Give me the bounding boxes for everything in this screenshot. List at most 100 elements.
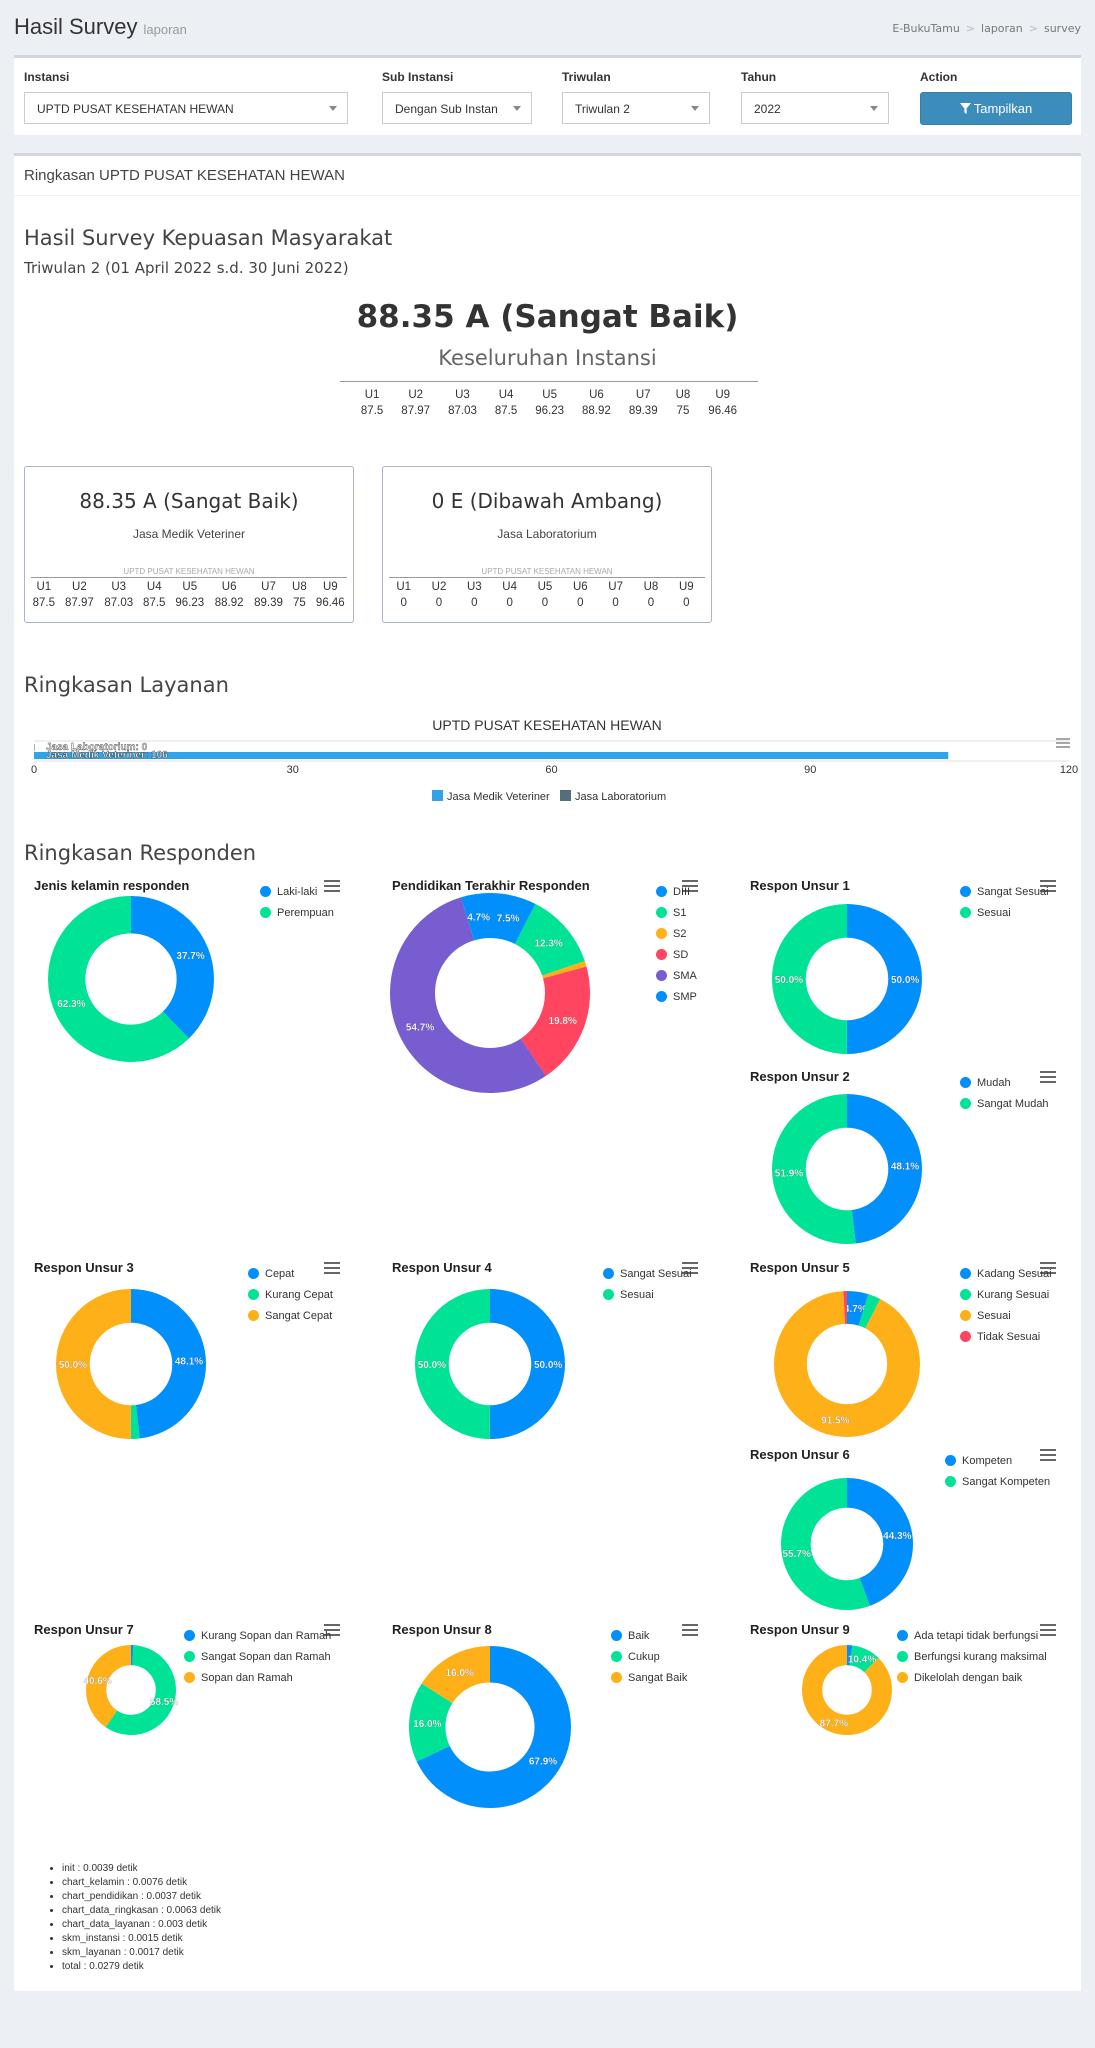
triwulan-select[interactable]: Triwulan 2: [562, 92, 710, 124]
triwulan-value: Triwulan 2: [575, 102, 630, 116]
donut-slice: [772, 1094, 922, 1244]
timing-item: chart_data_layanan : 0.003 detik: [62, 1919, 221, 1930]
layanan-bar-label: Jasa Medik Veteriner: 106: [46, 750, 168, 761]
unsur-value: 0: [400, 597, 407, 609]
unsur-header: U8: [643, 581, 659, 593]
legend-label: Kurang Sopan dan Ramah: [201, 1629, 332, 1642]
unsur-value: 87.5: [494, 405, 518, 417]
x-tick-label: 60: [545, 764, 557, 776]
donut-slice: [774, 1291, 921, 1438]
chart-menu-icon[interactable]: [682, 880, 698, 892]
slice-label: 67.9%: [529, 1757, 557, 1768]
unsur-header: U8: [675, 389, 691, 401]
timing-item: chart_data_ringkasan : 0.0063 detik: [62, 1905, 221, 1916]
donut-slice: [86, 1645, 176, 1735]
legend-item[interactable]: Mudah: [960, 1072, 1049, 1093]
chart-menu-icon[interactable]: [682, 1624, 698, 1636]
legend-item[interactable]: Ada tetapi tidak berfungsi: [897, 1625, 1047, 1646]
legend-item[interactable]: SD: [656, 944, 697, 965]
chart-title: Respon Unsur 9: [750, 1622, 850, 1637]
legend-marker: [656, 970, 667, 981]
tahun-select[interactable]: 2022: [741, 92, 889, 124]
legend-item[interactable]: Kurang Cepat: [248, 1284, 333, 1305]
unsur-header: U4: [498, 389, 514, 401]
chart-menu-icon[interactable]: [1040, 1262, 1056, 1274]
action-label: Action: [920, 70, 958, 84]
legend-item[interactable]: Sesuai: [960, 1305, 1052, 1326]
legend-item[interactable]: Tidak Sesuai: [960, 1326, 1052, 1347]
sub-instansi-select[interactable]: Dengan Sub Instan: [382, 92, 532, 124]
chart-menu-icon[interactable]: [324, 1624, 340, 1636]
chart-menu-icon[interactable]: [1040, 1071, 1056, 1083]
unsur-value: 87.5: [143, 597, 166, 609]
legend-item[interactable]: Sangat Sesuai: [960, 881, 1049, 902]
unsur-value: 88.92: [214, 597, 244, 609]
service-card-medik: 88.35 A (Sangat Baik) Jasa Medik Veterin…: [24, 466, 354, 623]
legend-label: S2: [673, 927, 687, 940]
legend-item[interactable]: Sangat Baik: [611, 1667, 687, 1688]
unsur-header: U1: [364, 389, 380, 401]
legend-item[interactable]: Berfungsi kurang maksimal: [897, 1646, 1047, 1667]
sub-instansi-value: Dengan Sub Instan: [395, 102, 498, 116]
legend-item[interactable]: Perempuan: [260, 902, 334, 923]
legend-item[interactable]: SMA: [656, 965, 697, 986]
slice-label: 40.6%: [83, 1676, 111, 1687]
responden-section-title: Ringkasan Responden: [24, 841, 257, 865]
unsur-header: U9: [715, 389, 731, 401]
legend-item[interactable]: Sangat Sopan dan Ramah: [184, 1646, 331, 1667]
instansi-select[interactable]: UPTD PUSAT KESEHATAN HEWAN: [24, 92, 348, 124]
legend-item[interactable]: Kurang Sopan dan Ramah: [184, 1625, 331, 1646]
legend-item[interactable]: Kompeten: [945, 1450, 1050, 1471]
legend-item[interactable]: Baik: [611, 1625, 687, 1646]
overall-score-caption: Keseluruhan Instansi: [438, 346, 657, 370]
tampilkan-button[interactable]: Tampilkan: [920, 92, 1072, 125]
service-score: 0 E (Dibawah Ambang): [431, 489, 663, 513]
donut-slice: [772, 1094, 922, 1244]
donut-slice: [47, 896, 214, 1062]
unsur-value: 0: [612, 597, 619, 609]
unsur-header: U1: [36, 581, 52, 593]
legend-item[interactable]: Sopan dan Ramah: [184, 1667, 331, 1688]
chart-menu-icon[interactable]: [324, 1262, 340, 1274]
legend-marker: [960, 886, 971, 897]
legend-label: Sangat Sopan dan Ramah: [201, 1650, 331, 1663]
sub-instansi-label: Sub Instansi: [382, 70, 454, 84]
chevron-down-icon: [691, 106, 699, 111]
legend-item[interactable]: Kurang Sesuai: [960, 1284, 1052, 1305]
unsur-header: U5: [537, 581, 553, 593]
legend-marker: [960, 1331, 971, 1342]
legend-item[interactable]: Sangat Sesuai: [603, 1263, 692, 1284]
filter-box: Instansi UPTD PUSAT KESEHATAN HEWAN Sub …: [14, 55, 1081, 135]
legend-item[interactable]: SMP: [656, 986, 697, 1007]
legend-item[interactable]: Sangat Cepat: [248, 1305, 333, 1326]
donut-chart: 67.9% 16.0% 16.0%: [408, 1645, 571, 1808]
legend-item[interactable]: Laki-laki: [260, 881, 334, 902]
legend-item[interactable]: Cukup: [611, 1646, 687, 1667]
chart-menu-icon[interactable]: [682, 1262, 698, 1274]
legend-marker: [184, 1672, 195, 1683]
legend-item[interactable]: S2: [656, 923, 697, 944]
service-card-laboratorium: 0 E (Dibawah Ambang) Jasa Laboratorium U…: [382, 466, 712, 623]
slice-label: 12.3%: [534, 938, 562, 949]
chart-menu-icon[interactable]: [324, 880, 340, 892]
legend-item[interactable]: Sangat Mudah: [960, 1093, 1049, 1114]
legend-item[interactable]: Sesuai: [603, 1284, 692, 1305]
legend-item[interactable]: Dikelolah dengan baik: [897, 1667, 1047, 1688]
slice-label: 54.7%: [406, 1022, 434, 1033]
legend-item[interactable]: DIII: [656, 881, 697, 902]
chart-menu-icon[interactable]: [1040, 880, 1056, 892]
chart-menu-icon[interactable]: [1040, 1624, 1056, 1636]
chart-menu-icon[interactable]: [1040, 1449, 1056, 1461]
chart-legend: Sangat Sesuai Sesuai: [960, 881, 1049, 923]
breadcrumb-home[interactable]: E-BukuTamu: [892, 22, 960, 35]
legend-marker: [897, 1630, 908, 1641]
legend-item[interactable]: Sangat Kompeten: [945, 1471, 1050, 1492]
legend-item[interactable]: Kadang Sesuai: [960, 1263, 1052, 1284]
legend-item[interactable]: S1: [656, 902, 697, 923]
tahun-value: 2022: [754, 102, 781, 116]
unsur-value: 89.39: [254, 597, 283, 609]
breadcrumb-laporan[interactable]: laporan: [981, 22, 1023, 35]
legend-marker: [960, 1289, 971, 1300]
legend-item[interactable]: Sesuai: [960, 902, 1049, 923]
legend-item[interactable]: Cepat: [248, 1263, 333, 1284]
